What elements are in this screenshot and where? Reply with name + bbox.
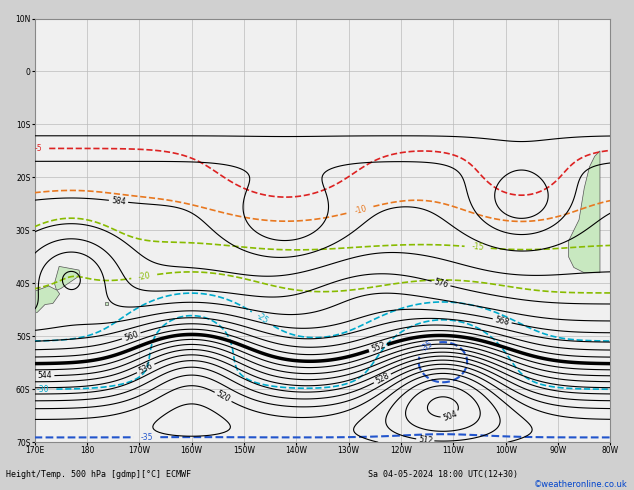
Text: 576: 576 <box>433 277 450 290</box>
Polygon shape <box>22 286 60 315</box>
Text: -35: -35 <box>420 340 435 354</box>
Text: 552: 552 <box>370 341 386 354</box>
Text: 544: 544 <box>37 371 52 380</box>
Text: -15: -15 <box>471 242 484 252</box>
Text: 560: 560 <box>123 329 139 343</box>
Text: 520: 520 <box>214 390 231 404</box>
Text: 536: 536 <box>137 361 154 376</box>
Text: ©weatheronline.co.uk: ©weatheronline.co.uk <box>534 480 628 489</box>
Polygon shape <box>569 151 600 273</box>
Text: 584: 584 <box>111 196 126 207</box>
Text: 512: 512 <box>418 435 433 445</box>
Text: -30: -30 <box>37 385 49 394</box>
Text: 568: 568 <box>494 315 510 327</box>
Text: -25: -25 <box>255 312 270 326</box>
Text: -5: -5 <box>35 144 42 153</box>
Text: -20: -20 <box>138 271 151 282</box>
Text: 504: 504 <box>442 409 458 423</box>
Text: -10: -10 <box>354 204 368 216</box>
Text: Sa 04-05-2024 18:00 UTC(12+30): Sa 04-05-2024 18:00 UTC(12+30) <box>368 470 518 479</box>
Polygon shape <box>105 302 108 304</box>
Text: -35: -35 <box>141 433 153 442</box>
Text: Height/Temp. 500 hPa [gdmp][°C] ECMWF: Height/Temp. 500 hPa [gdmp][°C] ECMWF <box>6 470 191 479</box>
Polygon shape <box>55 267 80 290</box>
Text: 528: 528 <box>374 371 391 386</box>
